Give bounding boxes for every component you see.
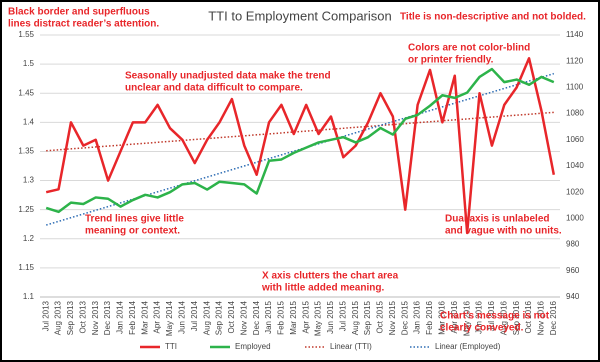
annotation: with little added meaning. <box>261 283 384 294</box>
x-tick-label: Dec 2013 <box>103 300 112 335</box>
y-tick-label: 1.15 <box>18 263 34 272</box>
x-tick-label: Jul 2013 <box>41 300 50 331</box>
x-tick-label: Jun 2015 <box>326 300 335 333</box>
x-tick-label: Aug 2016 <box>499 300 508 335</box>
y-tick-label: 1.45 <box>18 88 34 97</box>
y-tick-label: 1.35 <box>18 147 34 156</box>
x-tick-label: Jun 2014 <box>177 300 186 333</box>
x-tick-label: Sep 2014 <box>215 300 224 335</box>
y2-tick-label: 940 <box>566 292 580 301</box>
x-tick-label: Jul 2015 <box>338 300 347 331</box>
x-tick-label: Sep 2015 <box>363 300 372 335</box>
y-tick-label: 1.5 <box>23 59 35 68</box>
y2-tick-label: 1100 <box>566 83 584 92</box>
annotation: unclear and data difficult to compare. <box>125 83 303 94</box>
x-tick-label: Apr 2016 <box>450 300 459 333</box>
x-tick-label: Nov 2015 <box>388 300 397 335</box>
annotation: Dual axis is unlabeled <box>445 214 549 225</box>
legend-label: Linear (TTI) <box>330 342 372 351</box>
y2-tick-label: 980 <box>566 240 580 249</box>
x-tick-label: Dec 2014 <box>252 300 261 335</box>
x-tick-label: Oct 2016 <box>524 300 533 333</box>
y2-tick-label: 1120 <box>566 56 584 65</box>
legend-label: TTI <box>165 342 177 351</box>
x-tick-label: Jul 2014 <box>190 300 199 331</box>
x-tick-label: Jan 2016 <box>413 300 422 333</box>
x-tick-label: Jul 2016 <box>487 300 496 331</box>
annotation: Seasonally unadjusted data make the tren… <box>125 71 331 82</box>
x-tick-label: Dec 2015 <box>400 300 409 335</box>
x-tick-label: Jun 2016 <box>475 300 484 333</box>
x-tick-label: Apr 2014 <box>153 300 162 333</box>
annotation: Black border and superfluous <box>8 7 150 18</box>
annotation: lines distract reader’s attention. <box>8 19 159 30</box>
x-tick-label: Feb 2014 <box>128 300 137 334</box>
x-tick-label: Dec 2016 <box>549 300 558 335</box>
x-tick-label: May 2015 <box>314 300 323 336</box>
y2-tick-label: 1140 <box>566 30 584 39</box>
x-tick-label: Mar 2016 <box>437 300 446 334</box>
x-tick-label: Jan 2015 <box>264 300 273 333</box>
annotation: meaning or context. <box>85 226 180 237</box>
x-tick-label: Apr 2015 <box>301 300 310 333</box>
annotation: clearly conveyed. <box>440 323 524 334</box>
y-tick-label: 1.4 <box>23 117 35 126</box>
y-tick-label: 1.55 <box>18 30 34 39</box>
x-tick-label: Feb 2015 <box>277 300 286 334</box>
annotation: X axis clutters the chart area <box>262 271 399 282</box>
y2-tick-label: 1060 <box>566 135 584 144</box>
x-tick-label: Sep 2016 <box>512 300 521 335</box>
y-tick-label: 1.1 <box>23 292 35 301</box>
x-tick-label: Aug 2015 <box>351 300 360 335</box>
legend-label: Employed <box>235 342 271 351</box>
x-tick-label: Nov 2016 <box>537 300 546 335</box>
x-tick-label: May 2016 <box>462 300 471 336</box>
annotation: or printer friendly. <box>408 55 494 66</box>
x-tick-label: Sep 2013 <box>66 300 75 335</box>
y2-tick-label: 1000 <box>566 214 584 223</box>
x-tick-label: Aug 2014 <box>202 300 211 335</box>
y-tick-label: 1.3 <box>23 176 35 185</box>
y-tick-label: 1.2 <box>23 234 35 243</box>
series-line <box>45 57 556 235</box>
x-tick-label: Oct 2015 <box>376 300 385 333</box>
x-tick-label: May 2014 <box>165 300 174 336</box>
y2-tick-label: 1040 <box>566 161 584 170</box>
annotation: Title is non-descriptive and not bolded. <box>400 12 586 23</box>
y2-tick-label: 1020 <box>566 187 584 196</box>
x-tick-label: Mar 2015 <box>289 300 298 334</box>
annotation: Chart’s message is not <box>440 311 550 322</box>
x-tick-label: Aug 2013 <box>54 300 63 335</box>
legend-label: Linear (Employed) <box>435 342 501 351</box>
x-tick-label: Mar 2014 <box>140 300 149 334</box>
annotation: Trend lines give little <box>85 214 184 225</box>
x-tick-label: Nov 2014 <box>239 300 248 335</box>
x-tick-label: Oct 2014 <box>227 300 236 333</box>
annotation: Colors are not color-blind <box>408 43 530 54</box>
y2-tick-label: 1080 <box>566 109 584 118</box>
series-line <box>45 67 555 214</box>
x-tick-label: Feb 2016 <box>425 300 434 334</box>
y2-tick-label: 960 <box>566 266 580 275</box>
x-tick-label: Nov 2013 <box>91 300 100 335</box>
annotation: and vague with no units. <box>445 226 562 237</box>
trend-line <box>46 111 554 152</box>
y-tick-label: 1.25 <box>18 205 34 214</box>
chart-title: TTI to Employment Comparison <box>208 8 392 23</box>
x-tick-label: Jan 2014 <box>116 300 125 333</box>
x-tick-label: Oct 2013 <box>78 300 87 333</box>
